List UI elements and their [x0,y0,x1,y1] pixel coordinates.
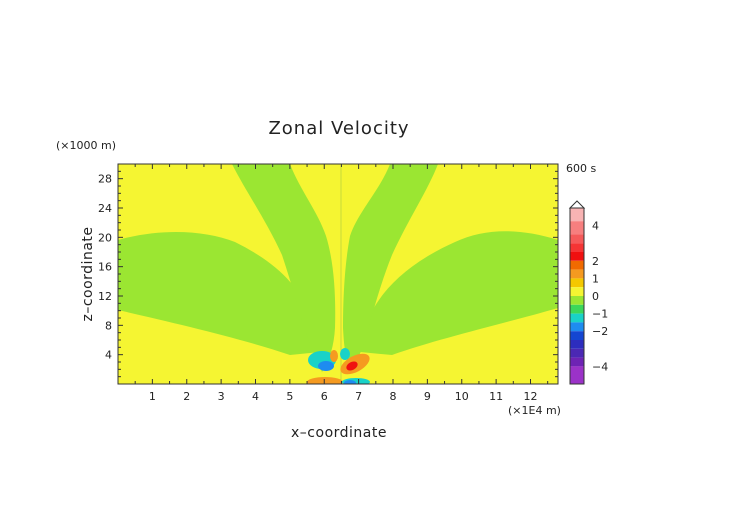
y-tick-label: 28 [98,173,112,186]
colorbar-swatch [570,252,584,261]
colorbar-swatch [570,296,584,305]
colorbar-swatch [570,304,584,314]
x-tick-label: 10 [455,390,469,403]
x-tick-label: 1 [149,390,156,403]
colorbar-swatch [570,221,584,235]
colorbar-swatch [570,269,584,279]
colorbar-extend-arrow [568,200,586,209]
colorbar-swatch [570,287,584,296]
colorbar-swatch [570,208,584,222]
field-blue-base [344,380,356,384]
colorbar-ticks: 4 2 1 0 −1 −2 −4 [592,220,608,374]
colorbar-swatch [570,340,584,349]
colorbar-tick-label: 0 [592,290,599,303]
field-cyan-lobe-small [340,348,350,360]
y-unit-label: (×1000 m) [56,139,116,152]
colorbar-swatch [570,366,584,384]
colorbar-swatch [570,234,584,244]
x-tick-label: 7 [355,390,362,403]
colorbar [568,200,586,385]
y-axis-ticks: 4 8 12 16 20 24 28 [98,170,558,378]
x-tick-label: 9 [424,390,431,403]
x-tick-label: 11 [489,390,503,403]
colorbar-swatch [570,348,584,358]
field-negative-lobe-left [118,231,320,355]
x-tick-label: 4 [252,390,259,403]
x-tick-label: 5 [286,390,293,403]
colorbar-tick-label: −1 [592,308,608,321]
colorbar-tick-label: −4 [592,360,608,373]
colorbar-tick-label: 4 [592,220,599,233]
x-tick-label: 2 [183,390,190,403]
colorbar-swatch [570,313,584,323]
colorbar-swatch [570,278,584,288]
field-negative-column [232,164,438,372]
colorbar-tick-label: −2 [592,325,608,338]
x-tick-label: 12 [524,390,538,403]
colorbar-swatch [570,260,584,270]
y-tick-label: 16 [98,261,112,274]
colorbar-swatch [570,357,584,367]
y-axis-label: z–coordinate [80,226,96,321]
field-orange-base [307,377,343,384]
field-red-lobe [346,361,358,371]
x-tick-label: 3 [218,390,225,403]
x-axis-label: x–coordinate [291,425,387,441]
colorbar-swatch [570,322,584,332]
field-blue-lobe [318,361,334,371]
y-tick-label: 20 [98,231,112,244]
x-axis-ticks: 1 2 3 4 5 6 7 8 9 10 11 12 [134,164,549,403]
colorbar-tick-label: 1 [592,272,599,285]
field-orange-lobe-small [330,350,338,362]
y-tick-label: 4 [105,349,112,362]
velocity-field [118,164,558,384]
chart-title: Zonal Velocity [268,118,409,139]
y-tick-label: 12 [98,290,112,303]
y-tick-label: 8 [105,319,112,332]
time-label: 600 s [566,162,596,175]
colorbar-tick-label: 2 [592,255,599,268]
x-tick-label: 8 [390,390,397,403]
x-unit-label: (×1E4 m) [508,404,561,417]
y-tick-label: 24 [98,202,112,215]
x-tick-label: 6 [321,390,328,403]
field-negative-lobe-right [360,231,558,355]
colorbar-swatch [570,331,584,340]
colorbar-swatch [570,243,584,252]
field-positive-core [290,164,390,238]
colorbar-frame [569,207,585,385]
